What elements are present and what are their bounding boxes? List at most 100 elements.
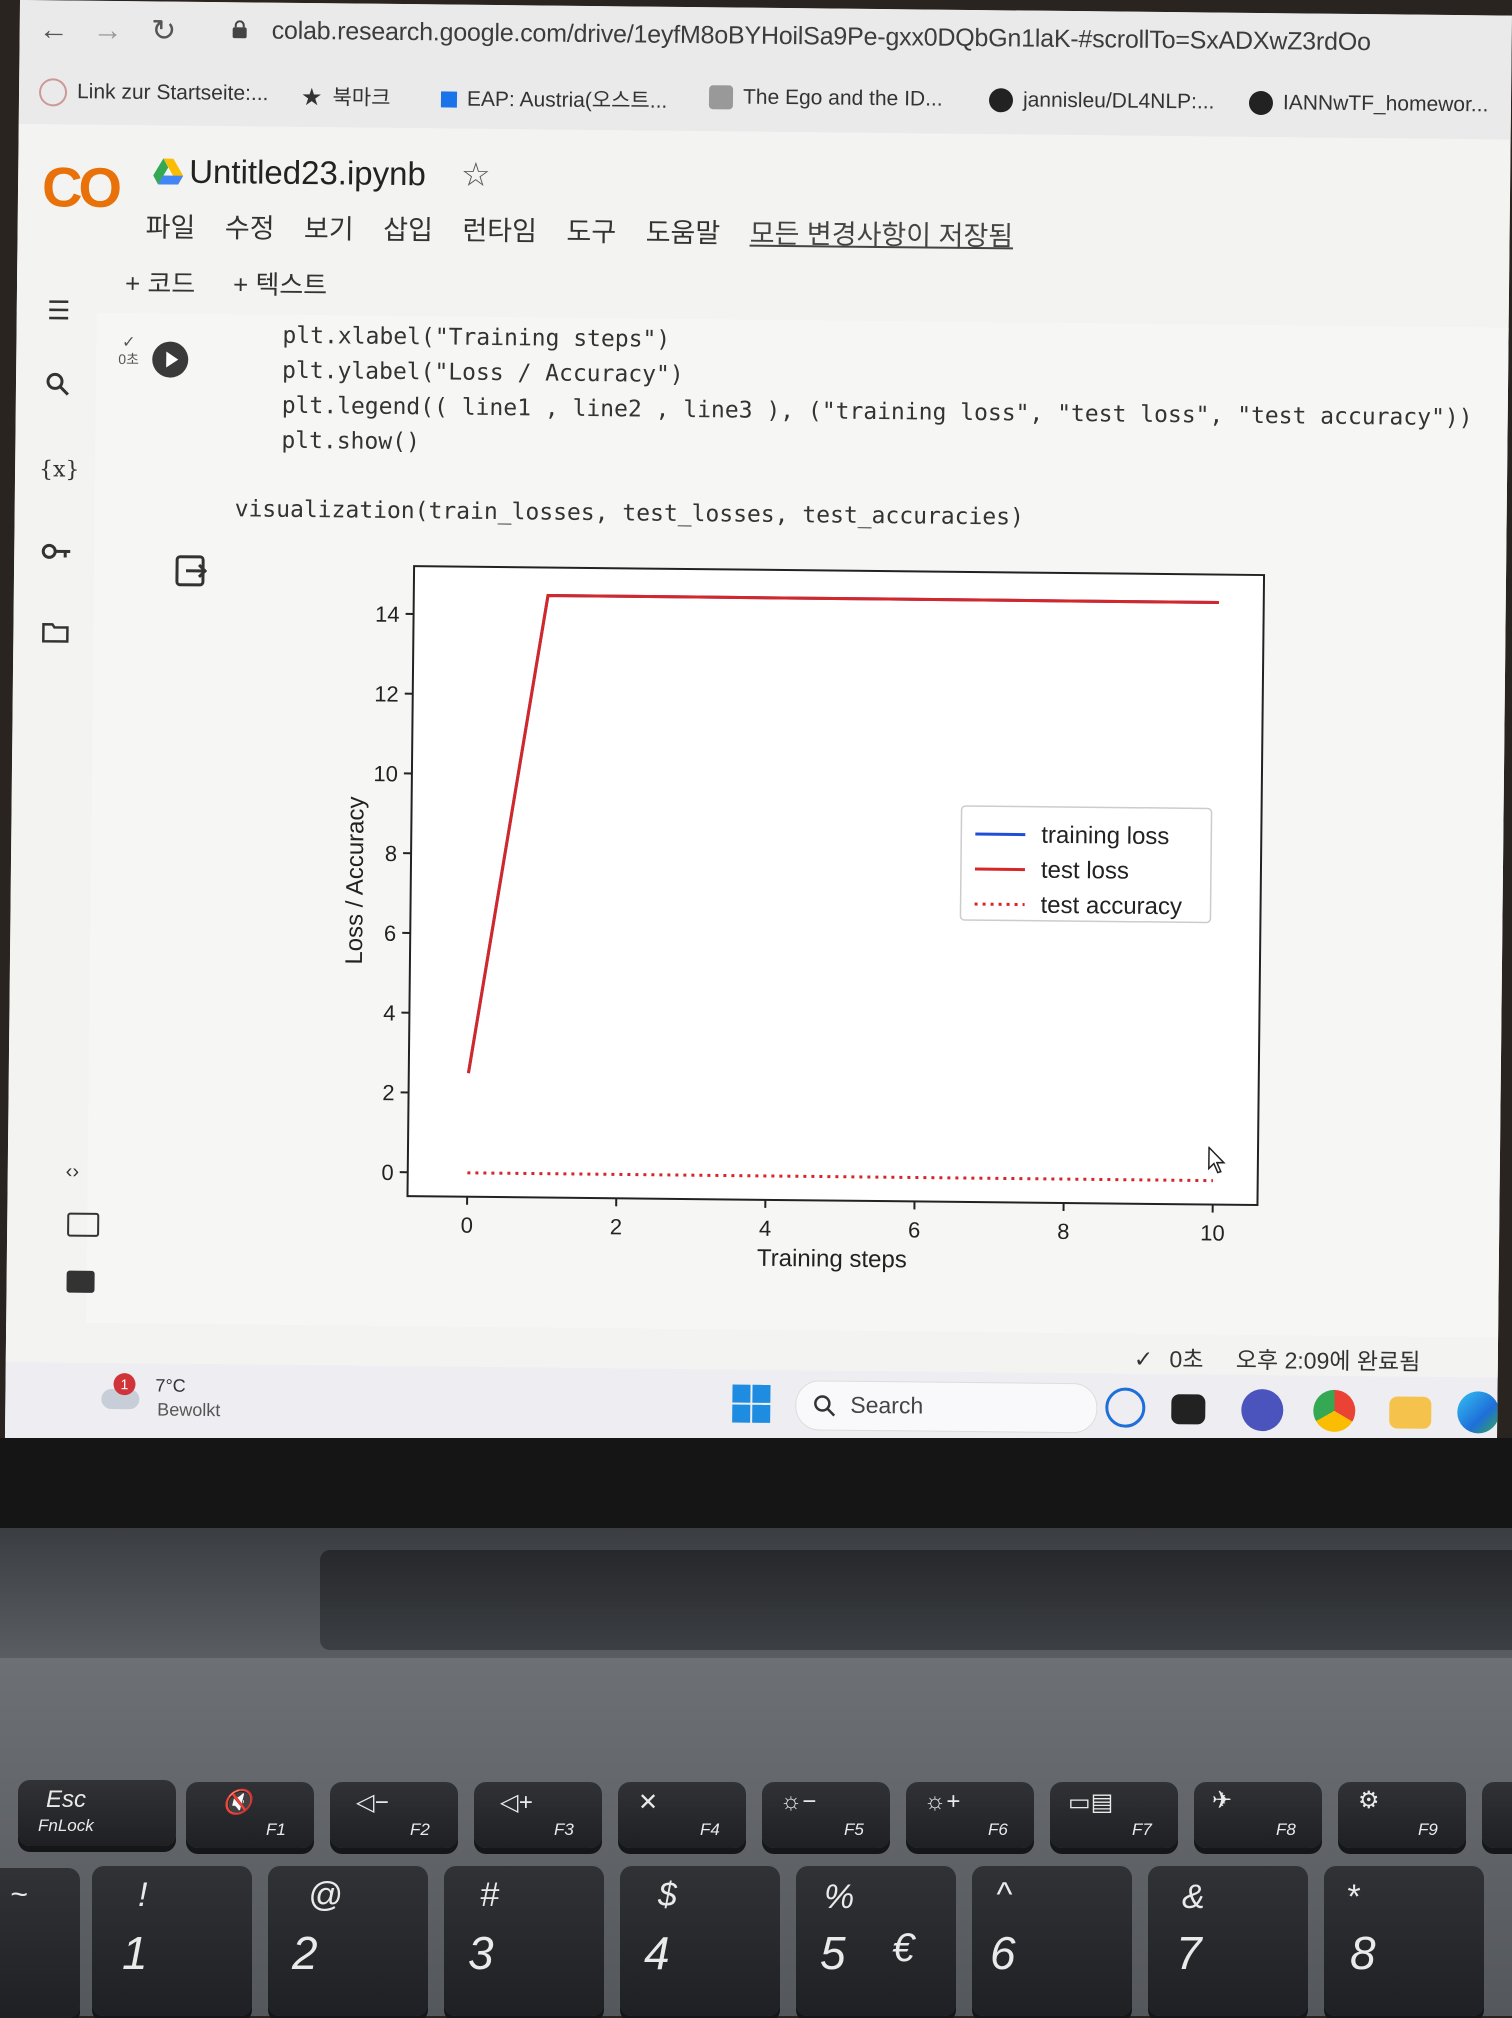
code-line[interactable]: plt.show()	[281, 428, 420, 455]
f6-key[interactable]: ☼+ F6	[906, 1782, 1034, 1848]
run-cell-button[interactable]	[152, 341, 188, 377]
key-4[interactable]: $ 4	[620, 1866, 780, 2016]
reload-icon[interactable]: ↻	[143, 11, 183, 51]
chart-legend: training loss test loss test accuracy	[960, 806, 1211, 923]
star-icon[interactable]: ☆	[461, 156, 491, 193]
teams-chat-icon[interactable]	[1241, 1389, 1283, 1431]
bookmark-item[interactable]: EAP: Austria(오스트...	[441, 82, 668, 114]
key-6[interactable]: ^ 6	[972, 1866, 1132, 2016]
folder-icon[interactable]	[37, 616, 73, 652]
x-tick-label: 0	[461, 1213, 474, 1238]
square-bookmark-icon	[441, 92, 457, 108]
monitor-screen: ← → ↻ colab.research.google.com/drive/1e…	[5, 0, 1512, 1454]
bookmark-item[interactable]: jannisleu/DL4NLP:...	[989, 88, 1215, 115]
f1-key[interactable]: 🔇 F1	[186, 1782, 314, 1848]
key-icon[interactable]	[38, 534, 74, 570]
edge-icon[interactable]	[1457, 1391, 1499, 1433]
f5-key[interactable]: ☼− F5	[762, 1782, 890, 1848]
key-7[interactable]: & 7	[1148, 1866, 1308, 2016]
forward-icon[interactable]: →	[87, 11, 127, 51]
notebook-content: ✓ 0초 plt.xlabel("Training steps") plt.yl…	[86, 313, 1512, 1378]
f2-key[interactable]: ◁− F2	[330, 1782, 458, 1848]
notebook-title[interactable]: Untitled23.ipynb	[189, 153, 426, 192]
menu-bar: 파일 수정 보기 삽입 런타임 도구 도움말 모든 변경사항이 저장됨	[145, 205, 1035, 253]
key-2[interactable]: @ 2	[268, 1866, 428, 2016]
github-icon	[1249, 91, 1273, 115]
menu-insert[interactable]: 삽입	[383, 215, 433, 246]
code-line[interactable]: plt.xlabel("Training steps")	[282, 323, 670, 353]
tilde-key[interactable]: ~	[0, 1868, 80, 2018]
menu-edit[interactable]: 수정	[225, 213, 275, 244]
menu-view[interactable]: 보기	[304, 214, 354, 245]
code-line[interactable]: plt.legend(( line1 , line2 , line3 ), ("…	[282, 393, 1473, 431]
x-tick-label: 10	[1200, 1220, 1225, 1245]
f4-key[interactable]: ✕ F4	[618, 1782, 746, 1848]
key-5[interactable]: % 5 €	[796, 1866, 956, 2016]
execution-status: ✓ 0초	[118, 335, 139, 367]
f10-key[interactable]	[1482, 1782, 1512, 1848]
brightness-down-icon: ☼−	[780, 1788, 816, 1816]
volume-up-icon: ◁+	[500, 1788, 532, 1817]
y-tick-label: 14	[375, 602, 400, 627]
bookmark-item[interactable]: IANNwTF_homewor...	[1249, 91, 1489, 118]
code-snippets-icon[interactable]: ‹›	[66, 1161, 80, 1184]
weather-alert-badge: 1	[113, 1373, 135, 1395]
taskbar-search[interactable]: Search	[795, 1380, 1098, 1433]
left-sidebar: ☰ {x}	[6, 252, 98, 1363]
key-1[interactable]: ! 1	[92, 1866, 252, 2016]
y-tick-label: 0	[381, 1160, 394, 1185]
command-palette-icon[interactable]	[67, 1213, 99, 1237]
code-line[interactable]: visualization(train_losses, test_losses,…	[235, 496, 1025, 530]
chrome-icon[interactable]	[1313, 1390, 1355, 1432]
terminal-icon[interactable]	[66, 1271, 94, 1293]
code-cell[interactable]: ✓ 0초 plt.xlabel("Training steps") plt.yl…	[94, 313, 1266, 545]
menu-help[interactable]: 도움말	[646, 218, 721, 249]
browser-chrome: ← → ↻ colab.research.google.com/drive/1e…	[19, 0, 1512, 140]
f8-key[interactable]: ✈ F8	[1194, 1782, 1322, 1848]
add-text-button[interactable]: + 텍스트	[233, 264, 328, 302]
search-label: Search	[850, 1392, 923, 1420]
output-menu-icon[interactable]	[174, 554, 208, 588]
windows-start-icon[interactable]	[731, 1384, 771, 1424]
f7-key[interactable]: ▭▤ F7	[1050, 1782, 1178, 1848]
keyboard-deck: Esc FnLock 🔇 F1 ◁− F2 ◁+ F3 ✕ F4 ☼− F5 ☼…	[0, 1658, 1512, 2016]
f3-key[interactable]: ◁+ F3	[474, 1782, 602, 1848]
menu-tools[interactable]: 도구	[566, 217, 616, 248]
bookmark-item[interactable]: Link zur Startseite:...	[39, 78, 269, 108]
bing-icon[interactable]	[1105, 1387, 1145, 1427]
bookmark-item[interactable]: ★북마크	[301, 81, 391, 112]
search-icon[interactable]	[40, 370, 76, 406]
task-view-icon[interactable]	[1171, 1394, 1205, 1424]
y-tick-label: 10	[373, 761, 398, 786]
bookmarks-bar: Link zur Startseite:... ★북마크 EAP: Austri…	[19, 70, 1511, 130]
file-explorer-icon[interactable]	[1389, 1396, 1431, 1428]
esc-key[interactable]: Esc FnLock	[18, 1780, 176, 1846]
bookmark-item[interactable]: The Ego and the ID...	[709, 85, 943, 112]
key-3[interactable]: # 3	[444, 1866, 604, 2016]
x-tick-label: 6	[908, 1217, 921, 1242]
add-code-button[interactable]: + 코드	[125, 263, 196, 301]
key-8[interactable]: * 8	[1324, 1866, 1484, 2016]
save-status-link[interactable]: 모든 변경사항이 저장됨	[750, 219, 1014, 252]
x-tick-label: 2	[610, 1214, 623, 1239]
back-icon[interactable]: ←	[33, 10, 73, 50]
hinge-groove	[320, 1550, 1512, 1650]
variables-icon[interactable]: {x}	[39, 452, 75, 488]
menu-runtime[interactable]: 런타임	[462, 216, 537, 247]
table-of-contents-icon[interactable]: ☰	[41, 292, 77, 328]
code-line[interactable]: plt.ylabel("Loss / Accuracy")	[282, 358, 684, 388]
f9-key[interactable]: ⚙ F9	[1338, 1782, 1466, 1848]
search-icon	[812, 1393, 836, 1417]
y-tick-label: 8	[385, 841, 398, 866]
y-tick-label: 12	[374, 681, 399, 706]
colab-logo[interactable]: CO	[42, 154, 119, 220]
check-icon: ✓	[1134, 1346, 1154, 1372]
volume-down-icon: ◁−	[356, 1788, 388, 1817]
x-tick-label: 8	[1057, 1219, 1070, 1244]
display-switch-icon: ▭▤	[1068, 1788, 1113, 1817]
x-tick-label: 4	[759, 1216, 772, 1241]
menu-file[interactable]: 파일	[145, 212, 195, 243]
address-bar[interactable]: colab.research.google.com/drive/1eyfM8oB…	[272, 17, 1371, 58]
legend-label: test loss	[1041, 857, 1129, 885]
startpage-icon	[39, 78, 67, 106]
